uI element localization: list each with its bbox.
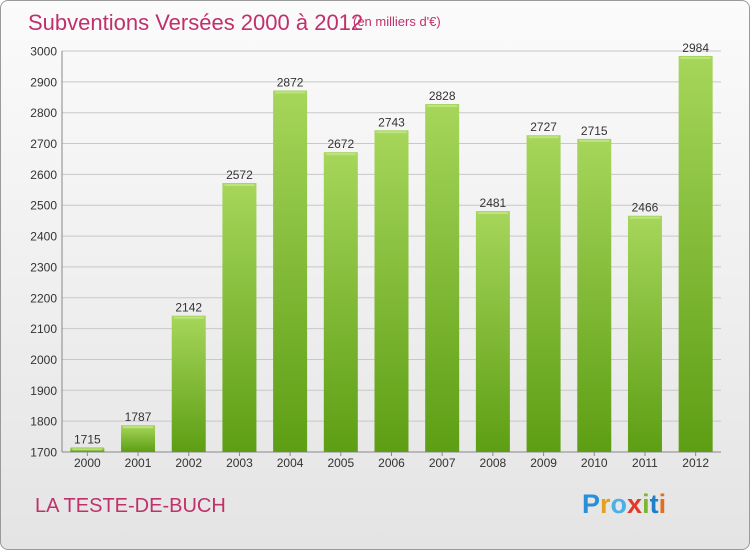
bar-highlight bbox=[680, 56, 711, 59]
bar-highlight bbox=[477, 212, 508, 215]
bar-2004 bbox=[273, 90, 308, 452]
data-label: 2466 bbox=[632, 201, 659, 215]
x-tick-label: 2005 bbox=[327, 456, 354, 470]
logo-letter: P bbox=[582, 489, 601, 519]
x-tick-label: 2012 bbox=[682, 456, 709, 470]
bar-highlight bbox=[72, 448, 103, 451]
bar-2007 bbox=[425, 104, 460, 452]
y-tick-label: 1900 bbox=[30, 384, 57, 398]
bar-2011 bbox=[627, 215, 662, 452]
data-label: 2142 bbox=[175, 301, 202, 315]
data-label: 2727 bbox=[530, 120, 557, 134]
bar-2003 bbox=[222, 183, 257, 452]
bar-2010 bbox=[577, 138, 612, 452]
y-tick-label: 2800 bbox=[30, 106, 57, 120]
bar-2008 bbox=[475, 211, 510, 452]
data-label: 2984 bbox=[682, 41, 709, 55]
chart-subtitle: (en milliers d'€) bbox=[353, 14, 441, 29]
bar-2002 bbox=[171, 315, 206, 452]
y-tick-label: 2400 bbox=[30, 230, 57, 244]
bar-2001 bbox=[121, 425, 156, 452]
bar-highlight bbox=[528, 136, 559, 139]
data-label: 2743 bbox=[378, 115, 405, 129]
bar-2006 bbox=[374, 130, 409, 453]
bar-2012 bbox=[678, 55, 713, 452]
y-tick-label: 2600 bbox=[30, 168, 57, 182]
y-tick-label: 2300 bbox=[30, 260, 57, 274]
x-tick-label: 2002 bbox=[175, 456, 202, 470]
bar-highlight bbox=[427, 105, 458, 108]
x-tick-label: 2000 bbox=[74, 456, 101, 470]
bar-highlight bbox=[224, 184, 255, 187]
logo-letter: i bbox=[642, 489, 650, 519]
bar-2009 bbox=[526, 135, 561, 452]
x-tick-label: 2001 bbox=[125, 456, 152, 470]
bar-highlight bbox=[579, 139, 610, 142]
bar-2005 bbox=[323, 152, 358, 452]
logo-letter: t bbox=[649, 489, 659, 519]
x-axis: 2000 2001 2002 2003 2004 2005 2006 2007 2008 2009… bbox=[74, 452, 709, 470]
y-tick-label: 2700 bbox=[30, 137, 57, 151]
x-tick-label: 2003 bbox=[226, 456, 253, 470]
y-tick-label: 3000 bbox=[30, 45, 57, 59]
proxiti-logo[interactable]: Proxiti bbox=[582, 489, 666, 520]
y-tick-label: 1700 bbox=[30, 446, 57, 460]
logo-letter: i bbox=[658, 489, 667, 519]
x-tick-label: 2008 bbox=[480, 456, 507, 470]
bar-highlight bbox=[376, 131, 407, 134]
bar-highlight bbox=[173, 316, 204, 319]
x-tick-label: 2010 bbox=[581, 456, 608, 470]
bar-highlight bbox=[123, 426, 154, 429]
bar-highlight bbox=[275, 91, 306, 94]
y-axis: 1700 1800 1900 2000 2100 2200 2300 2400 2500 2600… bbox=[30, 45, 721, 460]
x-tick-label: 2007 bbox=[429, 456, 456, 470]
x-tick-label: 2006 bbox=[378, 456, 405, 470]
data-label: 2715 bbox=[581, 124, 608, 138]
commune-name: LA TESTE-DE-BUCH bbox=[35, 495, 226, 517]
y-tick-label: 1800 bbox=[30, 415, 57, 429]
logo-letter: o bbox=[610, 489, 628, 519]
chart-title: Subventions Versées 2000 à 2012 bbox=[28, 10, 364, 35]
x-tick-label: 2009 bbox=[530, 456, 557, 470]
logo-letter: x bbox=[627, 489, 643, 519]
y-tick-label: 2900 bbox=[30, 75, 57, 89]
bar-highlight bbox=[629, 216, 660, 219]
data-label: 2828 bbox=[429, 89, 456, 103]
y-tick-label: 2000 bbox=[30, 353, 57, 367]
data-label: 2872 bbox=[277, 75, 304, 89]
data-label: 2572 bbox=[226, 168, 253, 182]
y-tick-label: 2200 bbox=[30, 291, 57, 305]
y-tick-label: 2500 bbox=[30, 199, 57, 213]
y-tick-label: 2100 bbox=[30, 322, 57, 336]
logo-letter: r bbox=[600, 489, 611, 519]
data-label: 1787 bbox=[125, 410, 152, 424]
data-label: 1715 bbox=[74, 432, 101, 446]
x-tick-label: 2004 bbox=[277, 456, 304, 470]
bars: 1715 1787 2142 2572 2872 2672 2743 2828 2481 2727… bbox=[70, 41, 713, 453]
data-label: 2481 bbox=[480, 196, 507, 210]
data-label: 2672 bbox=[327, 137, 354, 151]
x-tick-label: 2011 bbox=[632, 456, 658, 470]
bar-highlight bbox=[325, 153, 356, 156]
